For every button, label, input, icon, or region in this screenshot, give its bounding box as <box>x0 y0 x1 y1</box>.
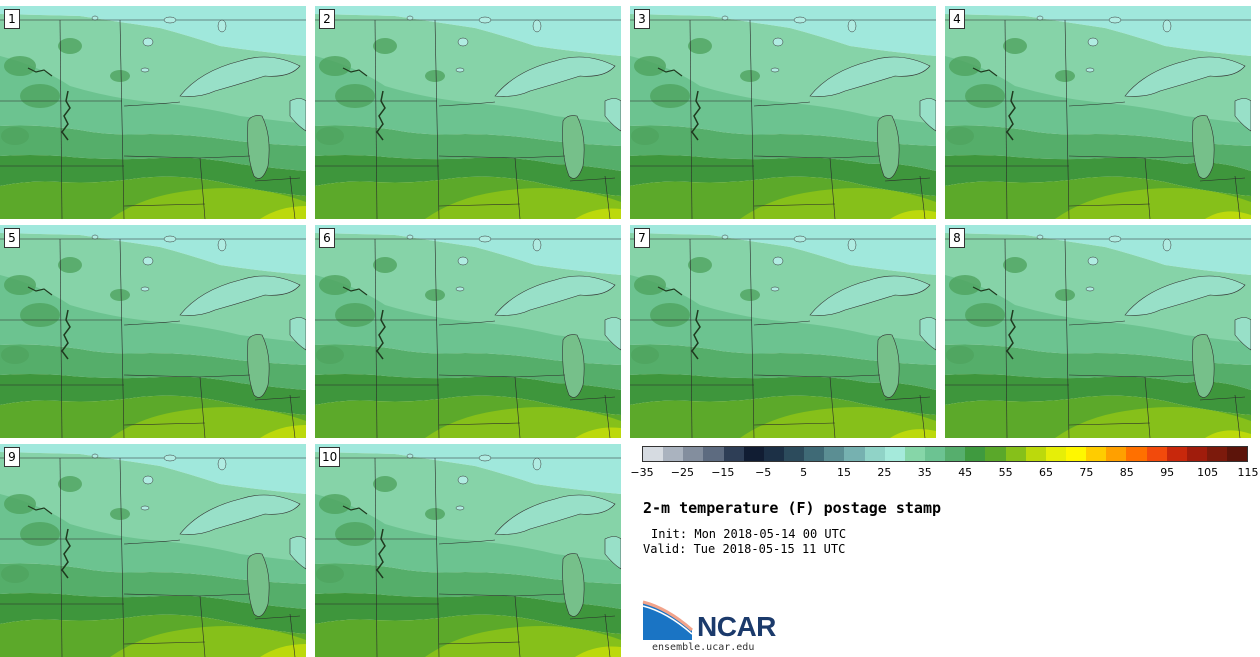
colorbar-tick-label: 115 <box>1237 466 1259 479</box>
map-panel-1: 1 <box>0 6 306 219</box>
map-panel-6: 6 <box>315 225 621 438</box>
colorbar-tick-label: 5 <box>800 466 808 479</box>
colorbar-swatch <box>924 447 946 461</box>
colorbar-swatch <box>1106 447 1127 461</box>
colorbar-swatch <box>783 447 805 461</box>
colorbar <box>642 446 1248 462</box>
colorbar-swatch <box>864 447 885 461</box>
map-panel-3: 3 <box>630 6 936 219</box>
colorbar-swatch <box>904 447 925 461</box>
panel-number: 1 <box>4 9 20 29</box>
colorbar-tick-label: 105 <box>1197 466 1219 479</box>
colorbar-tick-label: 55 <box>998 466 1013 479</box>
colorbar-tick-label: 15 <box>837 466 851 479</box>
colorbar-swatch <box>844 447 865 461</box>
panel-number: 3 <box>634 9 650 29</box>
colorbar-swatch <box>965 447 986 461</box>
colorbar-swatch <box>1206 447 1228 461</box>
colorbar-swatch <box>1086 447 1107 461</box>
colorbar-tick-label: −25 <box>670 466 694 479</box>
map-panel-4: 4 <box>945 6 1251 219</box>
colorbar-tick-labels: −35 −25 −15 −5 5 15 25 35 45 55 65 75 85 95 105 115 <box>630 466 1258 480</box>
map-panel-10: 10 <box>315 444 621 657</box>
map-panel-2: 2 <box>315 6 621 219</box>
website-url: ensemble.ucar.edu <box>652 642 755 653</box>
colorbar-tick-label: 25 <box>877 466 892 479</box>
chart-title: 2-m temperature (F) postage stamp <box>643 499 942 517</box>
colorbar-swatch <box>1005 447 1026 461</box>
colorbar-tick-label: 95 <box>1160 466 1175 479</box>
colorbar-swatch <box>1146 447 1167 461</box>
colorbar-swatch <box>663 447 684 461</box>
colorbar-swatch <box>1186 447 1207 461</box>
colorbar-tick-label: 65 <box>1039 466 1053 479</box>
panel-number: 6 <box>319 228 335 248</box>
map-panel-9: 9 <box>0 444 306 657</box>
colorbar-swatch <box>643 447 664 461</box>
colorbar-tick-label: −5 <box>755 466 772 479</box>
colorbar-swatch <box>1166 447 1187 461</box>
colorbar-swatch <box>743 447 764 461</box>
colorbar-swatch <box>683 447 704 461</box>
panel-number: 5 <box>4 228 20 248</box>
colorbar-swatch <box>804 447 825 461</box>
panel-number: 9 <box>4 447 20 467</box>
colorbar-swatch <box>1045 447 1066 461</box>
panel-number: 7 <box>634 228 650 248</box>
colorbar-tick-label: −35 <box>630 466 654 479</box>
init-time: Init: Mon 2018-05-14 00 UTC <box>651 527 847 541</box>
map-panel-8: 8 <box>945 225 1251 438</box>
colorbar-swatch <box>985 447 1006 461</box>
colorbar-swatch <box>1227 447 1248 461</box>
colorbar-swatch <box>1025 447 1046 461</box>
colorbar-tick-label: 75 <box>1079 466 1094 479</box>
map-panel-7: 7 <box>630 225 936 438</box>
ncar-logo-text: NCAR <box>697 611 776 642</box>
panel-number: 8 <box>949 228 965 248</box>
panel-number: 10 <box>319 447 341 467</box>
colorbar-swatch <box>763 447 784 461</box>
map-panel-5: 5 <box>0 225 306 438</box>
colorbar-swatch <box>1065 447 1087 461</box>
colorbar-tick-label: −15 <box>711 466 735 479</box>
colorbar-swatch <box>824 447 845 461</box>
colorbar-tick-label: 45 <box>958 466 973 479</box>
colorbar-swatch <box>703 447 724 461</box>
valid-time: Valid: Tue 2018-05-15 11 UTC <box>643 542 846 556</box>
colorbar-tick-label: 85 <box>1119 466 1134 479</box>
panel-number: 2 <box>319 9 335 29</box>
colorbar-tick-label: 35 <box>917 466 932 479</box>
colorbar-swatch <box>1126 447 1147 461</box>
colorbar-swatch <box>723 447 744 461</box>
colorbar-swatch <box>945 447 966 461</box>
colorbar-swatch <box>884 447 905 461</box>
ncar-logo-icon <box>642 600 693 640</box>
panel-number: 4 <box>949 9 965 29</box>
